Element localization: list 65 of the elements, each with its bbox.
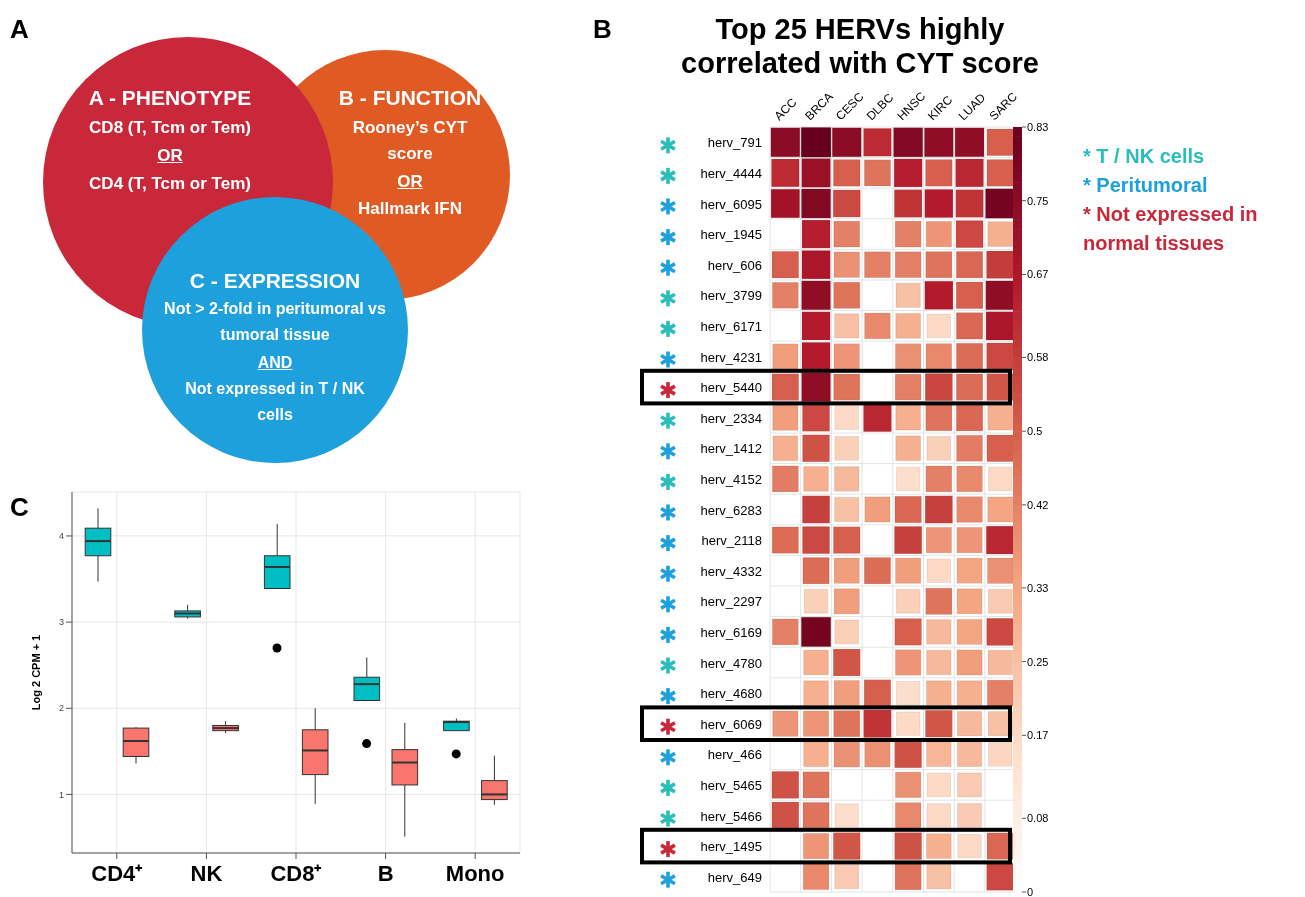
text: * Peritumoral [1083, 173, 1209, 198]
text: Rooney’s CYT score [351, 117, 469, 165]
x-tick-label: Mono [445, 861, 505, 886]
y-tick-label: 2 [58, 703, 64, 714]
y-tick-label: herv_606 [707, 257, 762, 273]
y-tick-label: herv_649 [707, 869, 762, 885]
y-tick-label: herv_4680 [700, 686, 762, 702]
y-tick-label: herv_2118 [701, 533, 762, 549]
y-tick-label: herv_6171 [700, 318, 762, 334]
text: AND [256, 353, 294, 373]
y-tick-label: herv_4780 [700, 655, 762, 671]
text: Not expressed in T / NK cells [184, 379, 366, 425]
x-tick-label: CD4⁺ [91, 861, 144, 886]
y-tick-label: herv_6095 [700, 196, 762, 212]
text: B [593, 14, 612, 45]
text: CD8 (T, Tcm or Tem) [88, 117, 252, 139]
text: CD4 (T, Tcm or Tem) [88, 173, 252, 195]
text: OR [396, 171, 424, 193]
color-bar-label: 0.17 [1027, 729, 1049, 742]
color-bar-label: 0.5 [1027, 425, 1043, 438]
color-bar-label: 0.33 [1027, 581, 1049, 594]
y-tick-label: herv_466 [707, 747, 762, 763]
text: * Not expressed in normal tissues [1083, 202, 1259, 256]
color-bar-label: 0.08 [1027, 812, 1049, 825]
text: * T / NK cells [1083, 144, 1206, 169]
text: A [10, 14, 29, 45]
y-tick-label: herv_4444 [700, 165, 762, 181]
y-tick-label: herv_4152 [700, 471, 762, 487]
y-tick-label: herv_1412 [700, 441, 762, 457]
y-tick-label: herv_5466 [700, 808, 762, 824]
y-tick-label: herv_4231 [700, 349, 762, 365]
x-tick-label: CD8⁺ [270, 861, 323, 886]
x-tick-label: NK [190, 861, 223, 886]
y-tick-label: herv_4332 [700, 563, 762, 579]
y-tick-label: herv_2334 [700, 410, 762, 426]
color-bar-label: 0 [1027, 886, 1034, 897]
color-bar-label: 0.58 [1027, 351, 1049, 364]
y-tick-label: herv_791 [707, 135, 762, 151]
y-tick-label: herv_1495 [700, 839, 762, 855]
y-tick-label: herv_6069 [700, 716, 762, 732]
color-bar-label: 0.67 [1027, 268, 1049, 281]
text: OR [156, 145, 184, 167]
color-bar-label: 0.83 [1027, 121, 1049, 133]
y-tick-label: herv_3799 [700, 288, 762, 304]
y-axis-title: Log 2 CPM + 1 [29, 634, 42, 711]
x-tick-label: B [377, 861, 394, 886]
y-tick-label: herv_6283 [700, 502, 762, 518]
y-tick-label: herv_5440 [700, 380, 762, 396]
text: Not > 2-fold in peritumoral vs tumoral tissue [163, 299, 387, 345]
chart-title: Top 25 HERVs highly correlated with CYT score [680, 12, 1040, 80]
color-bar-label: 0.75 [1027, 194, 1049, 207]
color-bar-label: 0.42 [1027, 498, 1049, 511]
y-tick-label: 3 [58, 617, 64, 628]
y-tick-label: herv_5465 [700, 777, 762, 793]
text: C - EXPRESSION [188, 268, 362, 294]
color-bar-label: 0.25 [1027, 655, 1049, 668]
y-tick-label: herv_2297 [700, 594, 762, 610]
y-tick-label: 1 [58, 789, 64, 800]
y-tick-label: 4 [58, 531, 64, 542]
text: A - PHENOTYPE [87, 85, 253, 111]
text: Hallmark IFN [357, 198, 463, 220]
y-tick-label: herv_6169 [700, 624, 762, 640]
text: C [10, 492, 29, 523]
text: B - FUNCTION [337, 85, 483, 111]
y-tick-label: herv_1945 [700, 227, 762, 243]
